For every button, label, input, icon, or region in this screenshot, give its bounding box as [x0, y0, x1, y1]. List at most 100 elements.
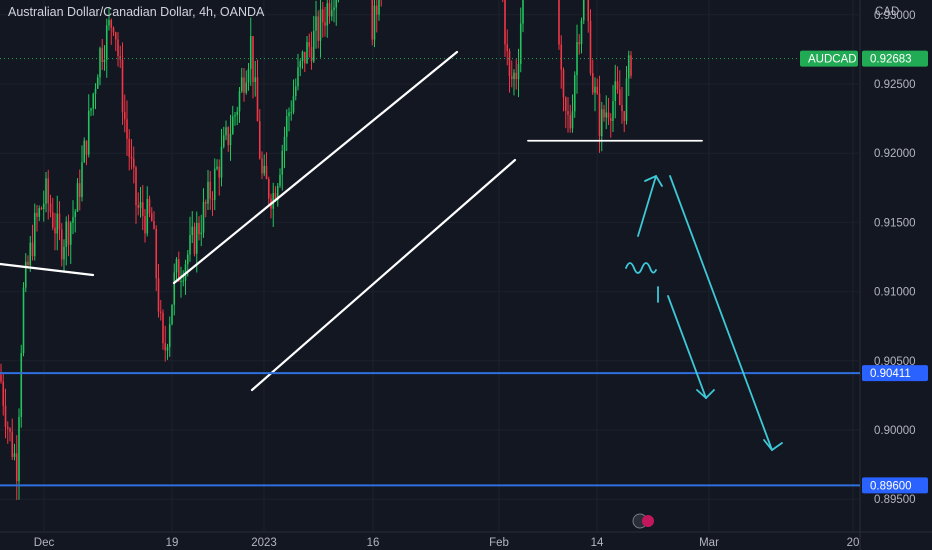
candle-body [139, 202, 142, 208]
x-tick-label: 19 [166, 537, 179, 549]
y-tick-label: 0.90000 [874, 425, 916, 437]
candle-body [204, 201, 207, 204]
candle-body [105, 25, 108, 60]
candle-body [22, 287, 25, 353]
drawings-layer: AUDCAD [0, 50, 860, 529]
candle-body [157, 278, 160, 312]
candle-body [126, 119, 128, 139]
candle-body [605, 112, 608, 118]
y-tick-label: 0.89500 [874, 494, 916, 506]
arrow-down-short-shaft [657, 286, 707, 399]
candle-body [607, 112, 610, 119]
candle-body [594, 86, 596, 93]
candle-body [49, 203, 52, 213]
candle-body [227, 127, 230, 146]
candle-body [94, 88, 97, 94]
time-axis[interactable]: Dec 19 2023 16 Feb 14 Mar 20 [34, 537, 860, 549]
candle-body [144, 216, 146, 234]
candle-body [15, 453, 18, 482]
candle-body [13, 453, 16, 457]
candle-body [186, 254, 189, 265]
candle-body [92, 93, 95, 109]
candle-body [168, 324, 171, 348]
candle-body [6, 426, 9, 429]
candle-body [231, 116, 234, 134]
candle-body [569, 114, 572, 129]
candle-body [119, 55, 122, 60]
candle-body [216, 166, 218, 169]
candle-body [175, 259, 178, 273]
candle-body [60, 229, 63, 260]
candle-body [202, 201, 205, 233]
candle-body [240, 77, 243, 92]
last-price-tag [862, 50, 928, 67]
candle-body [330, 10, 333, 17]
candle-body [135, 167, 137, 206]
x-tick-label: 14 [591, 537, 604, 549]
candles-layer [0, 0, 632, 501]
x-tick-label: Feb [489, 537, 509, 549]
candle-body [63, 246, 65, 260]
candle-body [0, 374, 2, 382]
candle-body [506, 44, 509, 52]
candle-body [317, 16, 320, 41]
candle-body [288, 112, 290, 117]
level-price-tag [862, 477, 928, 494]
candle-body [276, 185, 279, 201]
candle-body [515, 72, 518, 80]
candle-body [627, 55, 630, 79]
candle-body [27, 261, 29, 266]
candle-body [333, 7, 335, 11]
candle-body [564, 97, 567, 112]
candle-body [247, 68, 250, 83]
candle-body [42, 203, 45, 210]
candle-body [587, 0, 590, 22]
candle-body [36, 212, 38, 217]
candle-body [504, 0, 506, 45]
candle-body [294, 86, 297, 97]
y-tick-label: 0.90500 [874, 356, 916, 368]
candle-body [182, 280, 185, 282]
candle-body [189, 235, 191, 255]
candle-body [254, 77, 257, 83]
candle-body [225, 127, 227, 136]
candle-body [76, 183, 79, 212]
candle-body [103, 59, 106, 63]
candle-body [153, 221, 155, 229]
wave-projection [625, 262, 657, 274]
candle-body [373, 5, 376, 40]
candle-body [65, 221, 68, 247]
candle-body [519, 23, 522, 65]
candle-body [243, 77, 245, 93]
candle-body [177, 259, 180, 282]
candle-body [265, 165, 268, 180]
candle-body [580, 20, 583, 45]
candle-body [148, 199, 151, 214]
candle-body [522, 0, 524, 24]
price-axis[interactable]: 0.89500 0.90000 0.90500 0.91000 0.91500 0.920… [862, 10, 928, 506]
candle-body [198, 222, 200, 235]
candle-body [308, 42, 311, 47]
candle-body [137, 205, 140, 208]
y-tick-label: 0.93000 [874, 10, 916, 22]
candle-body [121, 59, 124, 113]
candle-body [51, 212, 54, 228]
candle-body [123, 112, 126, 120]
candle-body [11, 431, 14, 457]
candle-body [513, 72, 515, 80]
arrow-down-short-head [696, 389, 715, 400]
arrow-up-shaft [637, 175, 657, 237]
candle-body [258, 121, 261, 159]
candle-body [589, 21, 592, 73]
candle-body [582, 0, 585, 21]
candle-body [319, 9, 322, 41]
candle-body [562, 69, 565, 98]
candle-body [191, 226, 194, 236]
trendline-left [0, 262, 95, 277]
candle-body [625, 78, 628, 121]
candle-body [83, 140, 86, 163]
x-tick-label: 20 [847, 537, 860, 549]
candle-body [45, 178, 47, 204]
level-price-label: 0.89600 [870, 480, 912, 492]
